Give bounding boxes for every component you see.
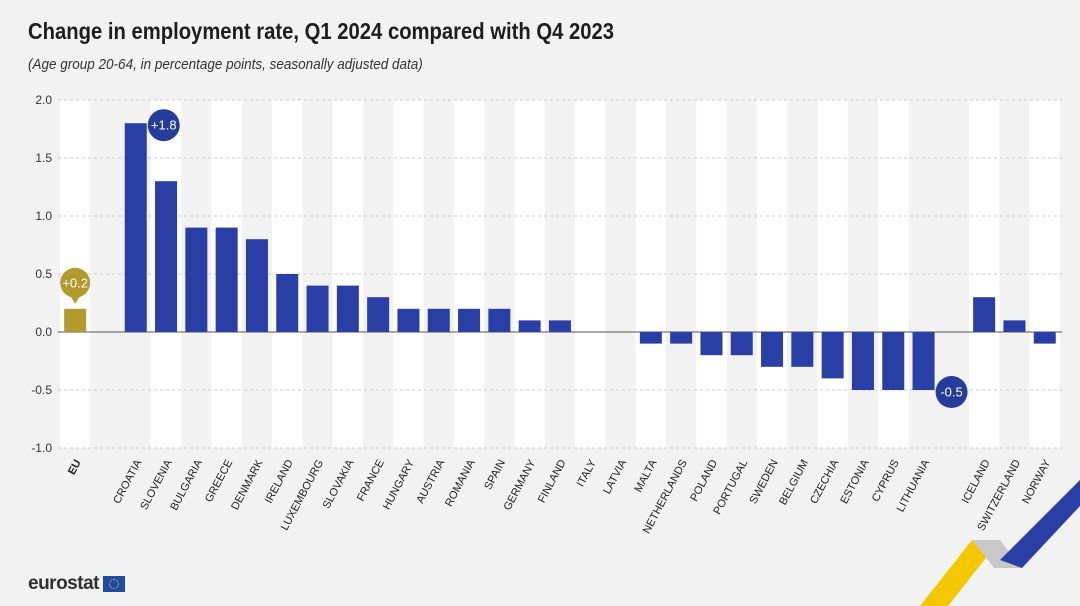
y-tick-label: 1.5 bbox=[35, 151, 52, 165]
y-tick-label: 2.0 bbox=[35, 93, 52, 107]
bar-slovenia bbox=[155, 181, 178, 332]
bar-estonia bbox=[851, 332, 874, 390]
bar-greece bbox=[215, 227, 238, 332]
bar-romania bbox=[458, 308, 481, 332]
bar-luxembourg bbox=[306, 285, 329, 332]
chart-title: Change in employment rate, Q1 2024 compa… bbox=[28, 18, 615, 44]
bar-poland bbox=[700, 332, 723, 356]
bar-lithuania bbox=[912, 332, 935, 390]
blue-stripe bbox=[1000, 480, 1080, 568]
bar-iceland bbox=[973, 297, 996, 332]
bar-cyprus bbox=[882, 332, 905, 390]
bar-portugal bbox=[730, 332, 753, 356]
svg-text:+1.8: +1.8 bbox=[151, 118, 177, 133]
bar-austria bbox=[427, 308, 450, 332]
bar-netherlands bbox=[670, 332, 693, 344]
bar-germany bbox=[518, 320, 541, 332]
y-tick-label: -1.0 bbox=[31, 441, 52, 455]
bars bbox=[64, 123, 1056, 390]
callouts: +0.2 +1.8 -0.5 bbox=[60, 109, 968, 408]
y-tick-label: 0.5 bbox=[35, 267, 52, 281]
callout-lithuania: -0.5 bbox=[935, 376, 968, 408]
bar-ireland bbox=[276, 274, 299, 332]
bar-norway bbox=[1033, 332, 1056, 344]
bar-slovakia bbox=[336, 285, 359, 332]
y-axis-ticks: 2.0 1.5 1.0 0.5 0.0 -0.5 -1.0 bbox=[31, 93, 52, 455]
callout-eu: +0.2 bbox=[60, 267, 91, 304]
bar-france bbox=[367, 297, 390, 332]
callout-croatia: +1.8 bbox=[147, 109, 180, 142]
bar-hungary bbox=[397, 308, 420, 332]
svg-text:+0.2: +0.2 bbox=[62, 275, 88, 290]
svg-text:-0.5: -0.5 bbox=[940, 385, 962, 400]
bar-bulgaria bbox=[185, 227, 208, 332]
bar-malta bbox=[639, 332, 662, 344]
bar-denmark bbox=[245, 239, 268, 332]
bar-sweden bbox=[761, 332, 784, 367]
y-tick-label: -0.5 bbox=[31, 383, 52, 397]
footer: eurostat bbox=[28, 572, 125, 596]
yellow-stripe bbox=[920, 540, 1000, 606]
bar-czechia bbox=[821, 332, 844, 379]
y-tick-label: 0.0 bbox=[35, 325, 52, 339]
bar-eu bbox=[64, 308, 87, 332]
bar-croatia bbox=[124, 123, 147, 332]
eurostat-logo: eurostat bbox=[28, 573, 99, 594]
eu-flag-icon bbox=[102, 576, 125, 592]
bar-belgium bbox=[791, 332, 814, 367]
y-tick-label: 1.0 bbox=[35, 209, 52, 223]
bar-switzerland bbox=[1003, 320, 1026, 332]
bar-finland bbox=[548, 320, 571, 332]
bar-spain bbox=[488, 308, 511, 332]
chart-subtitle: (Age group 20-64, in percentage points, … bbox=[28, 56, 423, 73]
